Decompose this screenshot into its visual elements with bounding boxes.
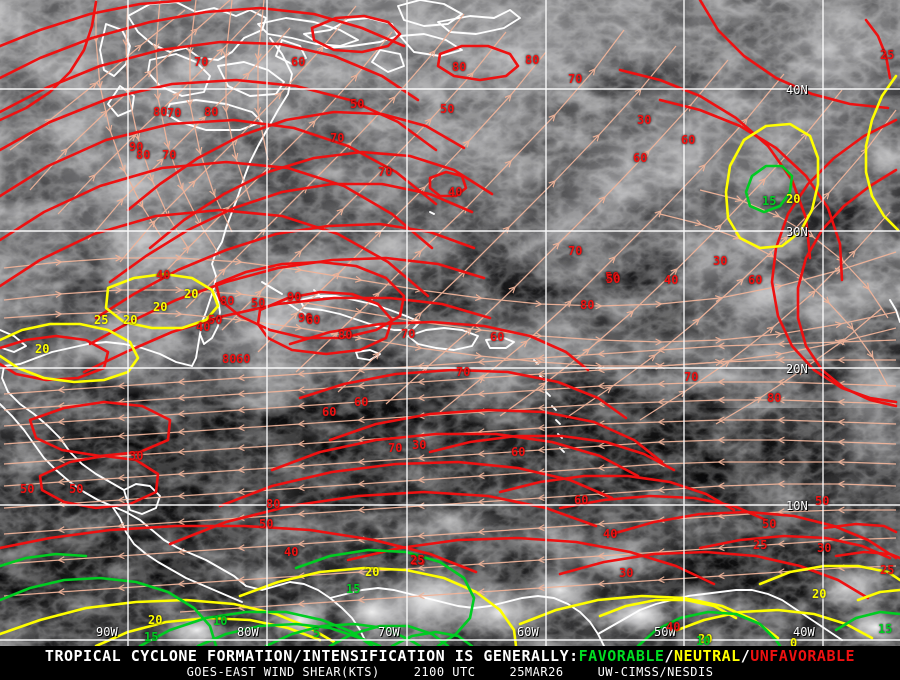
product-source-label: GOES-EAST WIND SHEAR(KTS) <box>186 665 380 679</box>
legend-neutral-text: NEUTRAL <box>673 647 741 665</box>
satellite-imagery <box>0 0 900 646</box>
product-time-label: 2100 UTC <box>413 665 476 679</box>
shear-legend-line: TROPICAL CYCLONE FORMATION/INTENSIFICATI… <box>0 647 900 665</box>
caption-bar: TROPICAL CYCLONE FORMATION/INTENSIFICATI… <box>0 646 900 680</box>
legend-unfavorable-text: UNFAVORABLE <box>750 647 856 665</box>
product-metadata-line: GOES-EAST WIND SHEAR(KTS) 2100 UTC 25MAR… <box>0 665 900 679</box>
product-date-label: 25MAR26 <box>509 665 564 679</box>
legend-prefix-text: TROPICAL CYCLONE FORMATION/INTENSIFICATI… <box>44 647 579 665</box>
legend-separator-2: / <box>740 647 751 665</box>
product-credit-label: UW-CIMSS/NESDIS <box>597 665 714 679</box>
legend-separator-1: / <box>664 647 674 665</box>
legend-favorable-text: FAVORABLE <box>578 647 665 665</box>
